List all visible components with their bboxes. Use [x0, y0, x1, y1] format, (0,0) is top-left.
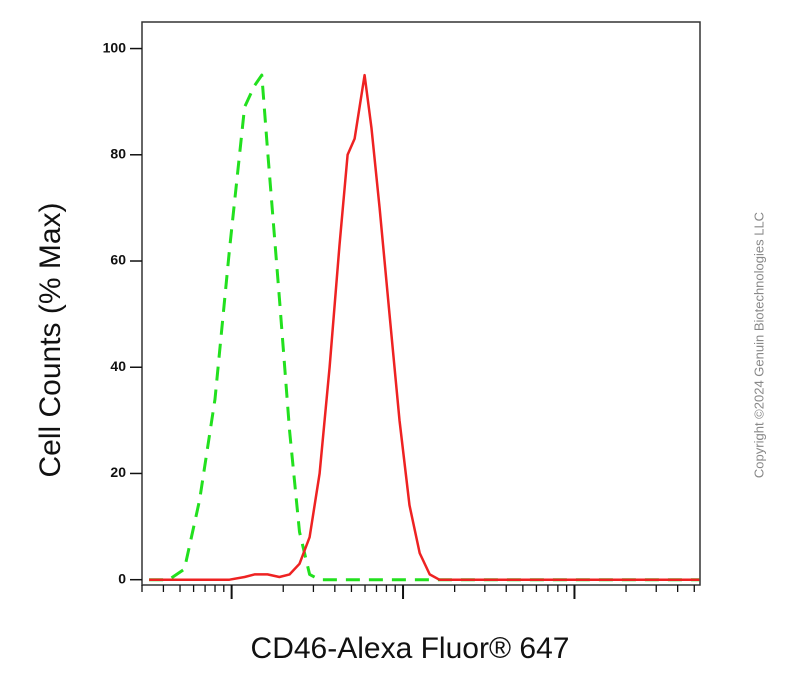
- plot-frame: [141, 21, 701, 586]
- y-tick-label: 40: [110, 358, 126, 374]
- plot-area: [149, 73, 700, 582]
- copyright-annotation: Copyright ©2024 Genuin Biotechnologies L…: [751, 212, 766, 478]
- y-tick-label: 100: [103, 39, 127, 55]
- x-axis-label: CD46-Alexa Fluor® 647: [251, 632, 570, 665]
- series-line: [149, 73, 700, 582]
- y-tick-label: 60: [110, 252, 126, 268]
- y-tick-label: 20: [110, 464, 126, 480]
- series-line: [149, 73, 700, 581]
- y-tick-label: 80: [110, 145, 126, 161]
- y-axis-label: Cell Counts (% Max): [34, 202, 67, 477]
- y-tick-label: 0: [118, 570, 126, 586]
